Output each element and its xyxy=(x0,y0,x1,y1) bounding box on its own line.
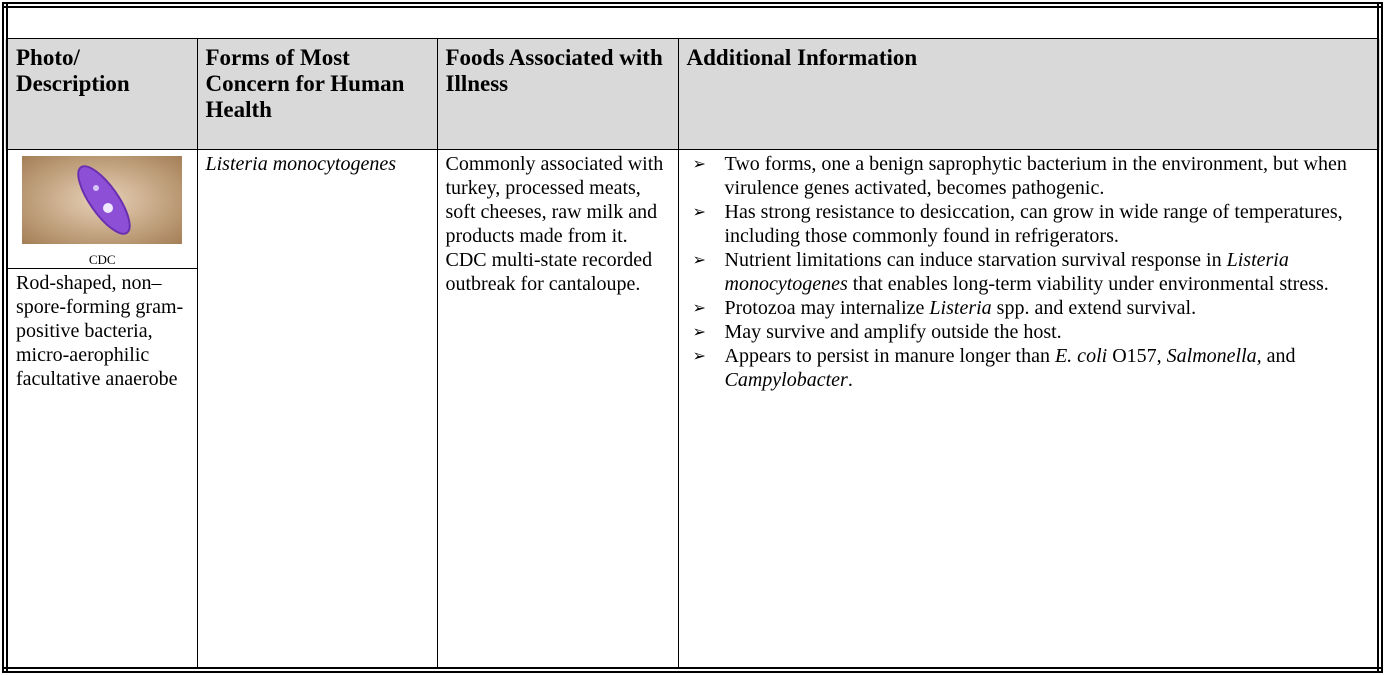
info-text: Nutrient limitations can induce starvati… xyxy=(725,249,1227,271)
info-text: Salmonella, xyxy=(1167,345,1262,367)
info-text: Listeria xyxy=(929,297,991,319)
photo-caption: CDC xyxy=(16,252,189,268)
info-text: E. coli xyxy=(1055,345,1107,367)
info-text: Protozoa may internalize xyxy=(725,297,930,319)
bacterium-photo xyxy=(22,156,182,244)
info-text: . xyxy=(848,369,853,391)
info-bullet: Nutrient limitations can induce starvati… xyxy=(687,248,1370,296)
info-text: Two forms, one a benign saprophytic bact… xyxy=(725,153,1347,199)
header-cell: Photo/ Description xyxy=(5,39,197,150)
info-bullet: Two forms, one a benign saprophytic bact… xyxy=(687,152,1370,200)
header-cell: Forms of Most Concern for Human Health xyxy=(197,39,437,150)
empty-cell xyxy=(5,5,1380,39)
info-text: May survive and amplify outside the host… xyxy=(725,321,1062,343)
info-text: O157, xyxy=(1107,345,1166,367)
info-text: that enables long-term viability under e… xyxy=(848,273,1329,295)
body-row: CDC Listeria monocytogenes Commonly asso… xyxy=(5,150,1380,269)
info-text: Appears to persist in manure longer than xyxy=(725,345,1055,367)
info-text: and xyxy=(1262,345,1296,367)
info-bullet: Has strong resistance to desiccation, ca… xyxy=(687,200,1370,248)
photo-cell: CDC xyxy=(5,150,197,269)
foods-cell: Commonly associated with turkey, process… xyxy=(437,150,678,671)
info-bullet: Appears to persist in manure longer than… xyxy=(687,344,1370,392)
info-bullet: May survive and amplify outside the host… xyxy=(687,320,1370,344)
info-bullet: Protozoa may internalize Listeria spp. a… xyxy=(687,296,1370,320)
info-text: Has strong resistance to desiccation, ca… xyxy=(725,201,1343,247)
header-row: Photo/ Description Forms of Most Concern… xyxy=(5,39,1380,150)
info-table: Photo/ Description Forms of Most Concern… xyxy=(2,2,1383,673)
empty-row xyxy=(5,5,1380,39)
header-cell: Foods Associated with Illness xyxy=(437,39,678,150)
description-cell: Rod-shaped, non–spore-forming gram-posit… xyxy=(5,269,197,671)
info-cell: Two forms, one a benign saprophytic bact… xyxy=(678,150,1380,671)
header-cell: Additional Information xyxy=(678,39,1380,150)
form-cell: Listeria monocytogenes xyxy=(197,150,437,671)
page: Photo/ Description Forms of Most Concern… xyxy=(0,0,1385,675)
info-text: Campylobacter xyxy=(725,369,848,391)
info-list: Two forms, one a benign saprophytic bact… xyxy=(687,152,1370,392)
info-text: spp. and extend survival. xyxy=(992,297,1196,319)
